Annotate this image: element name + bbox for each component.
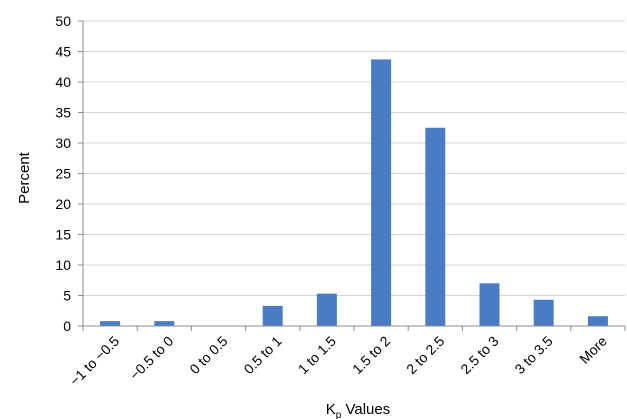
bars <box>100 59 608 327</box>
x-tick-label: 0.5 to 1 <box>240 333 284 377</box>
bar <box>587 316 608 326</box>
gridlines <box>83 20 625 296</box>
y-tick-label: 50 <box>55 13 71 29</box>
bar <box>425 127 446 326</box>
y-tick-label: 10 <box>55 257 71 273</box>
y-tick-label: 0 <box>63 318 71 334</box>
bar <box>262 305 283 326</box>
x-tick-label: 1 to 1.5 <box>295 333 339 377</box>
y-tick-labels: 0 5 10 15 20 25 30 35 40 45 50 <box>55 13 71 334</box>
y-tick-label: 25 <box>55 166 71 182</box>
bar <box>479 283 500 326</box>
bar <box>100 321 121 326</box>
x-tick-label: −1 to −0.5 <box>66 333 122 389</box>
y-axis-title: Percent <box>16 151 33 204</box>
y-tick-label: 35 <box>55 105 71 121</box>
x-tick-label: −0.5 to 0 <box>126 333 176 383</box>
bar <box>154 321 175 326</box>
x-tick-label: 0 to 0.5 <box>186 333 230 377</box>
x-tick-label: 1.5 to 2 <box>349 333 393 377</box>
x-axis-title: Kp Values <box>326 401 391 419</box>
y-tick-label: 45 <box>55 44 71 60</box>
x-axis-title-subscript: p <box>336 410 342 419</box>
x-tick-label: 2 to 2.5 <box>403 333 447 377</box>
bar <box>371 59 392 327</box>
y-tick-label: 30 <box>55 135 71 151</box>
bar <box>316 293 337 326</box>
y-tick-label: 20 <box>55 196 71 212</box>
axes <box>78 20 626 331</box>
x-tick-label: 2.5 to 3 <box>457 333 501 377</box>
x-tick-label: More <box>576 333 610 367</box>
y-tick-label: 5 <box>63 288 71 304</box>
y-tick-label: 15 <box>55 227 71 243</box>
x-axis-title-rest: Values <box>341 401 390 418</box>
x-tick-label: 3 to 3.5 <box>511 333 555 377</box>
y-tick-label: 40 <box>55 74 71 90</box>
x-axis-title-main: K <box>326 401 336 418</box>
bar <box>533 299 554 326</box>
